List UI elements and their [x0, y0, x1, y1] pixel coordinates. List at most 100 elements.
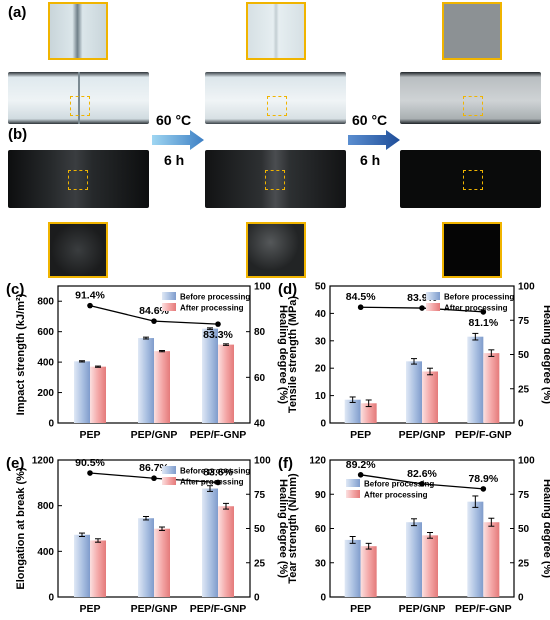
y2-tick-label: 50	[254, 524, 266, 535]
chart-1: (d) 0 10 20 30 40 50 0 25 50 75 100 Tensile strength…	[278, 281, 550, 441]
legend-label: After processing	[444, 304, 508, 313]
bar-before	[138, 518, 154, 597]
bar-after	[90, 366, 106, 423]
step2-time: 6 h	[360, 152, 381, 168]
y2-tick-label: 75	[518, 490, 530, 501]
process-arrow-2	[348, 130, 400, 150]
bar-before	[467, 501, 484, 597]
sample-strip-b1	[8, 150, 149, 208]
legend-label: Before processing	[180, 293, 250, 302]
legend-label: Before processing	[444, 293, 514, 302]
x-tick-label: PEP/F-GNP	[190, 429, 247, 441]
y2-tick-label: 25	[518, 558, 530, 569]
bar-after	[218, 506, 234, 597]
selection-box-b3	[463, 170, 483, 190]
y-axis-title: Elongation at break (%)	[15, 467, 27, 590]
healing-label: 84.6%	[139, 305, 169, 317]
healing-point	[87, 470, 93, 476]
bar-after	[360, 546, 377, 597]
y2-tick-label: 100	[254, 282, 271, 293]
x-tick-label: PEP/GNP	[131, 603, 178, 615]
step1-temperature: 60 °C	[156, 112, 192, 128]
x-tick-label: PEP	[79, 429, 100, 441]
selection-box-a1	[70, 96, 90, 116]
crack-line-a1	[78, 72, 80, 124]
zoom-inset-a2	[246, 2, 306, 60]
bar-before	[202, 488, 218, 597]
panel-label: (d)	[278, 281, 297, 298]
zoom-inset-a3	[442, 2, 502, 60]
bar-before	[74, 361, 90, 423]
y-tick-label: 60	[315, 524, 327, 535]
healing-point	[419, 481, 425, 487]
zoom-inset-b2	[246, 222, 306, 278]
bar-before	[344, 539, 361, 597]
y-tick-label: 0	[320, 593, 326, 604]
y2-axis-title: Healing degree (%)	[541, 479, 550, 578]
bar-before	[406, 361, 422, 423]
healing-label: 82.6%	[407, 468, 437, 480]
healing-label: 89.2%	[346, 459, 376, 471]
x-tick-label: PEP/F-GNP	[455, 603, 512, 615]
y-axis-title: Tensile strength (MPa)	[287, 296, 299, 413]
y2-tick-label: 0	[518, 593, 524, 604]
legend-label: Before processing	[180, 467, 250, 476]
zoom-inset-b1	[48, 222, 108, 278]
x-tick-label: PEP	[79, 603, 100, 615]
y2-tick-label: 50	[518, 524, 530, 535]
y2-tick-label: 75	[518, 316, 530, 327]
y2-tick-label: 50	[518, 350, 530, 361]
chart-3: (f) 0 30 60 90 120 0 25 50 75 100 Tear strength (N/…	[278, 455, 550, 615]
y2-tick-label: 0	[254, 593, 260, 604]
y-tick-label: 0	[48, 419, 54, 430]
y2-axis-title: Healing degree (%)	[277, 479, 289, 578]
bar-after	[360, 403, 377, 423]
y2-axis-title: Healing degree (%)	[541, 305, 550, 404]
bar-before	[406, 522, 422, 597]
legend-label: After processing	[180, 478, 244, 487]
legend-swatch	[346, 479, 360, 487]
bar-before	[74, 534, 90, 597]
y2-axis-title: Healing degree (%)	[277, 305, 289, 404]
sample-strip-b3	[400, 150, 541, 208]
y-tick-label: 0	[48, 593, 54, 604]
y-tick-label: 800	[37, 501, 54, 512]
legend-label: After processing	[364, 491, 428, 500]
bar-after	[154, 351, 170, 423]
healing-label: 91.4%	[75, 290, 105, 302]
legend-swatch	[162, 292, 176, 300]
healing-label: 83.6%	[203, 466, 233, 478]
bar-after	[218, 344, 234, 423]
healing-label: 86.7%	[139, 462, 169, 474]
selection-box-b2	[265, 170, 285, 190]
selection-box-a3	[463, 96, 483, 116]
y2-tick-label: 100	[518, 456, 535, 467]
healing-point	[357, 471, 364, 478]
x-tick-label: PEP	[350, 429, 371, 441]
y-tick-label: 20	[315, 364, 327, 375]
y-tick-label: 10	[315, 391, 327, 402]
y2-tick-label: 40	[254, 419, 266, 430]
y-tick-label: 50	[315, 282, 327, 293]
y2-tick-label: 25	[254, 558, 266, 569]
legend-swatch	[426, 292, 440, 300]
y2-tick-label: 25	[518, 384, 530, 395]
healing-label: 83.3%	[203, 329, 233, 341]
bar-after	[154, 528, 170, 597]
x-tick-label: PEP/F-GNP	[455, 429, 512, 441]
bar-before	[344, 399, 361, 423]
healing-label: 90.5%	[75, 457, 105, 469]
healing-label: 81.1%	[468, 317, 498, 329]
y-axis-title: Impact strength (kJ/m²)	[15, 293, 27, 415]
bar-after	[422, 535, 438, 597]
process-arrow-1	[152, 130, 204, 150]
sample-strip-b2	[205, 150, 346, 208]
legend-label: Before processing	[364, 480, 434, 489]
legend-swatch	[162, 477, 176, 485]
legend-swatch	[162, 303, 176, 311]
healing-point	[357, 304, 364, 311]
bar-after	[90, 540, 106, 597]
y-tick-label: 90	[315, 490, 327, 501]
zoom-inset-a1	[48, 2, 108, 60]
